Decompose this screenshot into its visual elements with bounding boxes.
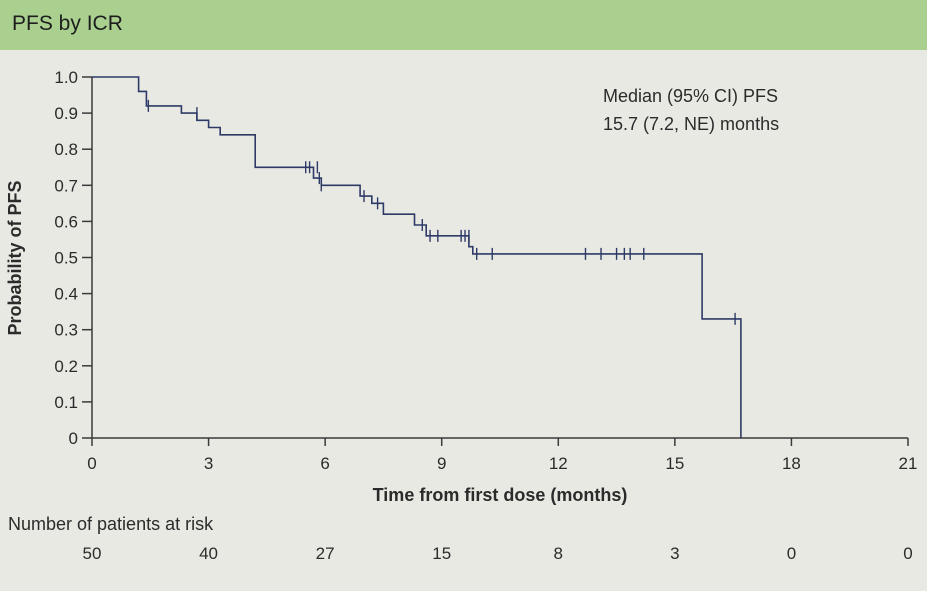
- y-tick-label-5: 0.5: [54, 249, 78, 268]
- x-tick-label-0: 0: [87, 454, 96, 473]
- chart-header-bar: PFS by ICR: [0, 0, 927, 50]
- risk-table-title: Number of patients at risk: [8, 514, 214, 534]
- chart-title: PFS by ICR: [12, 12, 123, 35]
- km-plot: 0 3 6 9 12 15 18 21 0 0.1 0.2 0.3 0.4 0.5 0.6 0.7 0.8 0.9…: [5, 68, 917, 505]
- y-tick-label-4: 0.4: [54, 285, 78, 304]
- y-tick-label-1: 0.1: [54, 393, 78, 412]
- y-tick-label-3: 0.3: [54, 321, 78, 340]
- x-tick-label-18: 18: [782, 454, 801, 473]
- axes: 0 3 6 9 12 15 18 21 0 0.1 0.2 0.3 0.4 0.5 0.6 0.7 0.8 0.9…: [54, 68, 917, 473]
- x-tick-label-9: 9: [437, 454, 446, 473]
- median-annotation-line-2: 15.7 (7.2, NE) months: [603, 114, 779, 134]
- censor-marks: [147, 99, 736, 325]
- y-tick-label-7: 0.7: [54, 176, 78, 195]
- risk-count-3: 40: [199, 544, 219, 563]
- x-tick-label-12: 12: [549, 454, 568, 473]
- y-tick-label-2: 0.2: [54, 357, 78, 376]
- risk-count-6: 27: [315, 544, 335, 563]
- x-tick-label-15: 15: [665, 454, 684, 473]
- risk-count-0: 50: [82, 544, 102, 563]
- risk-count-12: 8: [553, 544, 564, 563]
- x-axis-label: Time from first dose (months): [373, 485, 628, 505]
- x-tick-label-3: 3: [204, 454, 213, 473]
- y-axis-label: Probability of PFS: [5, 180, 25, 335]
- x-tick-label-21: 21: [899, 454, 918, 473]
- risk-count-9: 15: [432, 544, 452, 563]
- median-annotation-line-1: Median (95% CI) PFS: [603, 86, 778, 106]
- risk-count-21: 0: [903, 544, 913, 563]
- y-tick-label-10: 1.0: [54, 68, 78, 87]
- y-tick-label-9: 0.9: [54, 104, 78, 123]
- risk-count-18: 0: [786, 544, 797, 563]
- risk-count-15: 3: [670, 544, 680, 563]
- x-tick-label-6: 6: [320, 454, 329, 473]
- y-tick-label-0: 0: [69, 429, 78, 448]
- y-tick-label-8: 0.8: [54, 140, 78, 159]
- y-tick-label-6: 0.6: [54, 212, 78, 231]
